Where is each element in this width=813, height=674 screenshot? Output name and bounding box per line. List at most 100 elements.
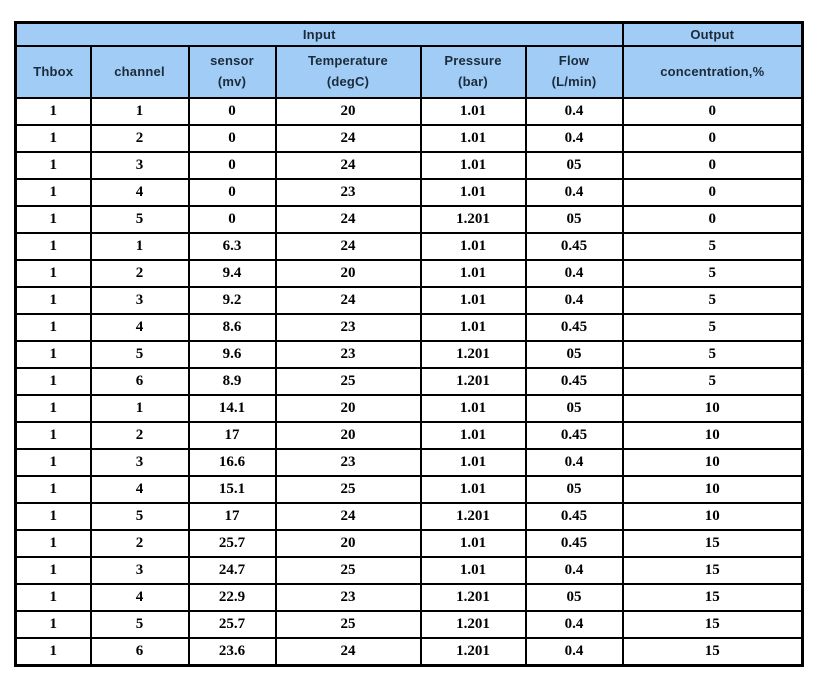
column-header-flow: Flow (L/min) <box>524 45 624 99</box>
cell-temperature: 23 <box>274 313 422 342</box>
cell-pressure: 1.201 <box>419 637 527 667</box>
cell-thbox: 1 <box>14 313 92 342</box>
table-row: 1 5 9.6 23 1.201 05 5 <box>14 340 804 369</box>
column-unit: (mv) <box>217 74 247 89</box>
cell-flow: 0.45 <box>524 502 624 531</box>
cell-channel: 3 <box>89 556 190 585</box>
cell-temperature: 23 <box>274 448 422 477</box>
cell-channel: 2 <box>89 259 190 288</box>
table-body: 1 1 0 20 1.01 0.4 0 1 2 0 24 1.01 0.4 0 1 3 0 24 1.01 05 0 1 4… <box>14 97 804 667</box>
cell-thbox: 1 <box>14 421 92 450</box>
cell-temperature: 23 <box>274 340 422 369</box>
cell-thbox: 1 <box>14 556 92 585</box>
cell-flow: 05 <box>524 394 624 423</box>
column-header-sensor: sensor (mv) <box>187 45 277 99</box>
cell-pressure: 1.01 <box>419 394 527 423</box>
cell-thbox: 1 <box>14 394 92 423</box>
cell-temperature: 25 <box>274 556 422 585</box>
cell-channel: 3 <box>89 448 190 477</box>
cell-channel: 5 <box>89 340 190 369</box>
cell-temperature: 20 <box>274 259 422 288</box>
cell-sensor: 23.6 <box>187 637 277 667</box>
cell-flow: 0.45 <box>524 529 624 558</box>
cell-channel: 1 <box>89 232 190 261</box>
cell-pressure: 1.201 <box>419 583 527 612</box>
cell-sensor: 9.6 <box>187 340 277 369</box>
cell-flow: 0.45 <box>524 232 624 261</box>
cell-pressure: 1.01 <box>419 124 527 153</box>
cell-concentration: 0 <box>621 205 804 234</box>
cell-pressure: 1.01 <box>419 286 527 315</box>
cell-flow: 05 <box>524 205 624 234</box>
cell-thbox: 1 <box>14 97 92 126</box>
cell-sensor: 17 <box>187 502 277 531</box>
cell-flow: 0.4 <box>524 556 624 585</box>
column-label: concentration,% <box>660 63 765 79</box>
cell-pressure: 1.01 <box>419 529 527 558</box>
table-container: Input Output Thbox channel sensor (mv) Te… <box>14 21 805 667</box>
cell-thbox: 1 <box>14 124 92 153</box>
cell-pressure: 1.01 <box>419 475 527 504</box>
column-label: Thbox <box>33 63 74 79</box>
cell-channel: 4 <box>89 313 190 342</box>
table-header: Input Output Thbox channel sensor (mv) Te… <box>14 21 804 99</box>
group-header-row: Input Output <box>14 21 804 47</box>
column-label: Temperature <box>308 53 388 69</box>
cell-concentration: 15 <box>621 556 804 585</box>
table-row: 1 2 9.4 20 1.01 0.4 5 <box>14 259 804 288</box>
cell-concentration: 10 <box>621 502 804 531</box>
cell-concentration: 10 <box>621 448 804 477</box>
column-header-thbox: Thbox <box>14 45 92 99</box>
table-row: 1 2 25.7 20 1.01 0.45 15 <box>14 529 804 558</box>
cell-thbox: 1 <box>14 340 92 369</box>
table-row: 1 2 0 24 1.01 0.4 0 <box>14 124 804 153</box>
table-row: 1 5 0 24 1.201 05 0 <box>14 205 804 234</box>
cell-concentration: 10 <box>621 394 804 423</box>
table-row: 1 3 0 24 1.01 05 0 <box>14 151 804 180</box>
column-label: Flow <box>558 53 590 69</box>
cell-sensor: 0 <box>187 97 277 126</box>
cell-channel: 1 <box>89 394 190 423</box>
table-row: 1 5 17 24 1.201 0.45 10 <box>14 502 804 531</box>
cell-channel: 3 <box>89 286 190 315</box>
cell-channel: 4 <box>89 475 190 504</box>
column-header-pressure: Pressure (bar) <box>419 45 527 99</box>
table-row: 1 4 8.6 23 1.01 0.45 5 <box>14 313 804 342</box>
column-label: sensor <box>210 53 254 69</box>
cell-channel: 5 <box>89 610 190 639</box>
column-unit: (L/min) <box>551 74 597 89</box>
cell-thbox: 1 <box>14 178 92 207</box>
cell-sensor: 24.7 <box>187 556 277 585</box>
cell-channel: 1 <box>89 97 190 126</box>
cell-temperature: 25 <box>274 610 422 639</box>
table-row: 1 1 6.3 24 1.01 0.45 5 <box>14 232 804 261</box>
cell-concentration: 15 <box>621 529 804 558</box>
table-row: 1 3 16.6 23 1.01 0.4 10 <box>14 448 804 477</box>
table-row: 1 1 0 20 1.01 0.4 0 <box>14 97 804 126</box>
cell-concentration: 0 <box>621 124 804 153</box>
table-row: 1 4 15.1 25 1.01 05 10 <box>14 475 804 504</box>
cell-thbox: 1 <box>14 637 92 667</box>
cell-flow: 0.4 <box>524 448 624 477</box>
table-row: 1 5 25.7 25 1.201 0.4 15 <box>14 610 804 639</box>
cell-concentration: 0 <box>621 97 804 126</box>
cell-temperature: 24 <box>274 151 422 180</box>
column-unit: (bar) <box>458 74 488 89</box>
cell-concentration: 5 <box>621 313 804 342</box>
cell-thbox: 1 <box>14 367 92 396</box>
cell-sensor: 8.6 <box>187 313 277 342</box>
column-header-row: Thbox channel sensor (mv) Temperature (deg… <box>14 45 804 99</box>
cell-sensor: 6.3 <box>187 232 277 261</box>
measurement-table: Input Output Thbox channel sensor (mv) Te… <box>14 21 805 667</box>
cell-temperature: 25 <box>274 367 422 396</box>
cell-flow: 0.4 <box>524 610 624 639</box>
cell-channel: 2 <box>89 529 190 558</box>
cell-pressure: 1.201 <box>419 610 527 639</box>
cell-sensor: 15.1 <box>187 475 277 504</box>
cell-thbox: 1 <box>14 583 92 612</box>
cell-pressure: 1.01 <box>419 421 527 450</box>
cell-sensor: 0 <box>187 124 277 153</box>
cell-flow: 05 <box>524 475 624 504</box>
cell-sensor: 9.2 <box>187 286 277 315</box>
